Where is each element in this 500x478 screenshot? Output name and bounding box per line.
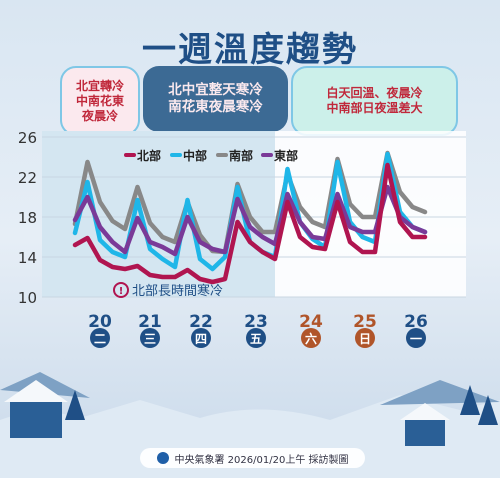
x-tick-date: 21 bbox=[138, 312, 162, 332]
x-tick-date: 24 bbox=[299, 312, 323, 332]
summary-box-1: 北宜轉冷 中南花東 夜晨冷 bbox=[60, 66, 140, 136]
x-tick-weekday: 一 bbox=[410, 332, 422, 346]
summary-box-2-line: 南花東夜晨寒冷 bbox=[168, 99, 263, 115]
legend-label-south: 南部 bbox=[229, 148, 253, 163]
x-tick-date: 20 bbox=[88, 312, 112, 332]
x-tick-weekday: 五 bbox=[250, 332, 262, 346]
pine-tree bbox=[460, 385, 480, 415]
summary-box-2-line: 北中宜整天寒冷 bbox=[168, 82, 263, 99]
x-tick-weekday: 日 bbox=[359, 332, 371, 346]
series-line-north bbox=[72, 162, 428, 285]
summary-box-3-line: 白天回溫、夜晨冷 bbox=[326, 86, 423, 100]
weekday-circle bbox=[140, 328, 160, 348]
summary-box-1-line: 夜晨冷 bbox=[81, 108, 118, 123]
weekday-circle bbox=[246, 328, 266, 348]
weekday-circle bbox=[90, 328, 110, 348]
y-tick-label: 10 bbox=[18, 289, 37, 307]
house-right-roof bbox=[400, 403, 450, 420]
page-title: 一週溫度趨勢 bbox=[142, 30, 358, 70]
footer-credit: 中央氣象署 2026/01/20上午 採訪製圖 bbox=[140, 448, 365, 468]
pine-tree bbox=[478, 395, 498, 425]
summary-box-1-line: 中南花東 bbox=[75, 93, 124, 108]
x-tick-weekday: 六 bbox=[305, 331, 317, 346]
mountain-right bbox=[380, 380, 500, 405]
alert-icon-mark: ! bbox=[119, 286, 124, 297]
y-tick-label: 22 bbox=[18, 169, 37, 187]
house-left bbox=[10, 400, 62, 438]
cwa-logo-icon bbox=[156, 452, 169, 464]
legend-label-north: 北部 bbox=[137, 148, 161, 163]
weekday-circle bbox=[406, 328, 426, 348]
pine-tree bbox=[65, 390, 85, 420]
weekday-circle bbox=[355, 328, 375, 348]
x-tick-weekday: 二 bbox=[94, 332, 106, 346]
snow-hills bbox=[0, 395, 500, 478]
x-tick-weekday: 三 bbox=[144, 332, 156, 346]
weekday-circle bbox=[191, 328, 211, 348]
summary-box-3-line: 中南部日夜溫差大 bbox=[326, 101, 423, 115]
house-left-roof bbox=[4, 380, 68, 402]
x-tick-date: 26 bbox=[404, 312, 428, 332]
summary-box-3: 白天回溫、夜晨冷 中南部日夜溫差大 bbox=[291, 66, 458, 136]
y-tick-label: 14 bbox=[18, 249, 37, 267]
series-line-south bbox=[72, 150, 428, 255]
summary-box-1-line: 北宜轉冷 bbox=[75, 78, 124, 93]
weekday-circle bbox=[301, 328, 321, 348]
legend-label-central: 中部 bbox=[183, 148, 207, 163]
house-right bbox=[405, 418, 445, 446]
series-line-east bbox=[72, 184, 428, 257]
y-tick-label: 18 bbox=[18, 209, 37, 227]
x-tick-date: 25 bbox=[353, 312, 377, 332]
x-tick-date: 23 bbox=[244, 312, 268, 332]
footer-text: 中央氣象署 2026/01/20上午 採訪製圖 bbox=[174, 454, 349, 466]
x-tick-date: 22 bbox=[189, 312, 213, 332]
y-tick-label: 26 bbox=[18, 129, 37, 147]
summary-box-2: 北中宜整天寒冷 南花東夜晨寒冷 bbox=[143, 66, 288, 132]
alert-icon bbox=[113, 282, 129, 298]
annotation-text: 北部長時間寒冷 bbox=[132, 283, 223, 299]
legend-label-east: 東部 bbox=[274, 148, 298, 163]
x-tick-weekday: 四 bbox=[195, 332, 207, 346]
